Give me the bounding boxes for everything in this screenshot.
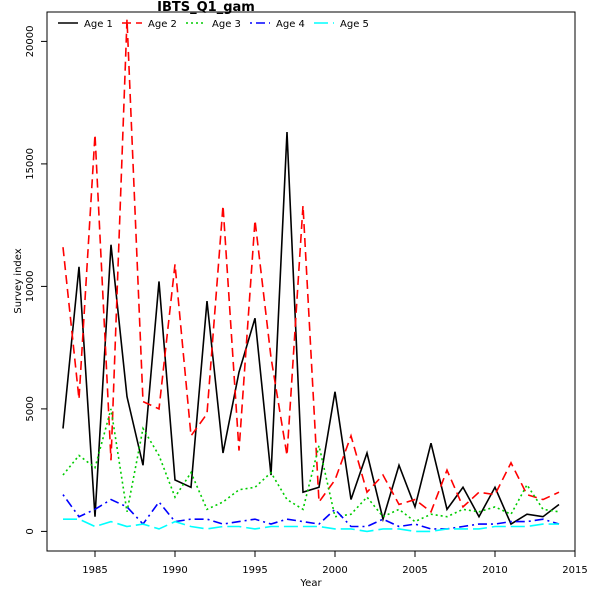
x-axis-label: Year: [299, 578, 322, 589]
x-axis: 1985 1990 1995 2000 2005 2010 2015: [82, 551, 588, 576]
y-tick-label: 10000: [25, 270, 36, 302]
series-line-age-3: [62, 408, 560, 523]
series-layer: [62, 19, 560, 533]
legend-label-age-5: Age 5: [340, 19, 369, 30]
x-tick-label: 1985: [82, 565, 107, 576]
x-tick-label: 2000: [322, 565, 347, 576]
y-axis-label: Survey index: [13, 248, 24, 313]
series-line-age-5: [63, 518, 559, 533]
y-tick-label: 0: [25, 528, 36, 534]
legend: Age 1 Age 2 Age 3 Age 4 Age 5: [58, 19, 369, 30]
x-tick-label: 2010: [482, 565, 507, 576]
x-tick-label: 2015: [562, 565, 587, 576]
plot-frame: [46, 11, 576, 552]
x-tick-label: 1995: [242, 565, 267, 576]
legend-label-age-1: Age 1: [84, 19, 113, 30]
y-tick-label: 5000: [25, 396, 36, 421]
x-tick-label: 1990: [162, 565, 187, 576]
y-tick-label: 15000: [25, 148, 36, 180]
chart-title: IBTS_Q1_gam: [157, 0, 255, 15]
y-tick-label: 20000: [25, 25, 36, 57]
legend-label-age-2: Age 2: [148, 19, 177, 30]
legend-label-age-3: Age 3: [212, 19, 241, 30]
series-line-age-2: [62, 19, 560, 514]
legend-label-age-4: Age 4: [276, 19, 305, 30]
y-axis: 0 5000 10000 15000 20000: [25, 25, 47, 535]
x-tick-label: 2005: [402, 565, 427, 576]
series-line-age-4: [62, 494, 560, 530]
series-line-age-1: [62, 132, 560, 526]
